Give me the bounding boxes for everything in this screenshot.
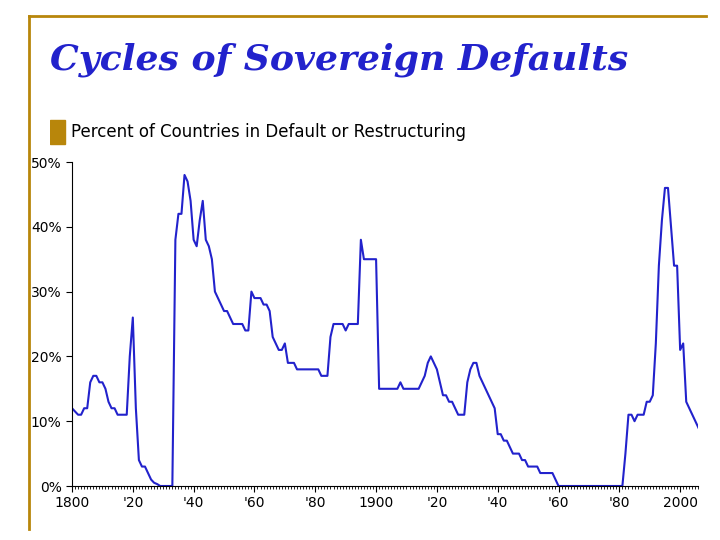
Text: Percent of Countries in Default or Restructuring: Percent of Countries in Default or Restr… [71, 123, 467, 141]
Text: Cycles of Sovereign Defaults: Cycles of Sovereign Defaults [50, 42, 629, 77]
Bar [50, 120, 65, 145]
